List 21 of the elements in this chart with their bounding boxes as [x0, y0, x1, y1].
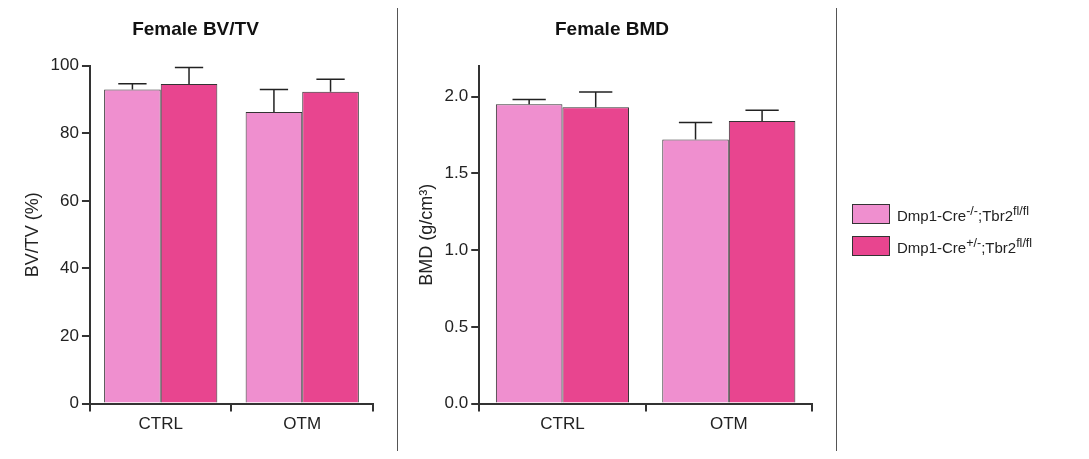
y-tick-label: 2.0	[444, 86, 469, 106]
y-tick-label: 0.0	[444, 393, 469, 413]
y-axis-title: BMD (g/cm³)	[415, 183, 436, 286]
y-tick-label: 20	[60, 325, 79, 345]
y-tick-label: 80	[60, 123, 79, 143]
y-tick-label: 0	[69, 393, 79, 413]
x-tick-label: CTRL	[138, 414, 183, 434]
x-tick-label: OTM	[709, 414, 748, 434]
x-tick-label: OTM	[283, 414, 322, 434]
y-tick-label: 1.5	[444, 162, 469, 182]
y-tick-label: 100	[50, 55, 79, 75]
y-tick-label: 40	[60, 258, 79, 278]
y-axis-title: BV/TV (%)	[21, 192, 42, 278]
x-tick-label: CTRL	[540, 414, 585, 434]
chart-title: Female BV/TV	[132, 17, 260, 39]
legend-label: Dmp1-Cre$^{+/-}$;Tbr2$^{fl/fl}$	[897, 235, 1033, 256]
legend-label: Dmp1-Cre$^{-/-}$;Tbr2$^{fl/fl}$	[897, 203, 1029, 224]
y-tick-label: 1.0	[444, 239, 469, 259]
y-tick-label: 0.5	[444, 316, 469, 336]
y-tick-label: 60	[60, 190, 79, 210]
chart-title: Female BMD	[554, 17, 670, 39]
